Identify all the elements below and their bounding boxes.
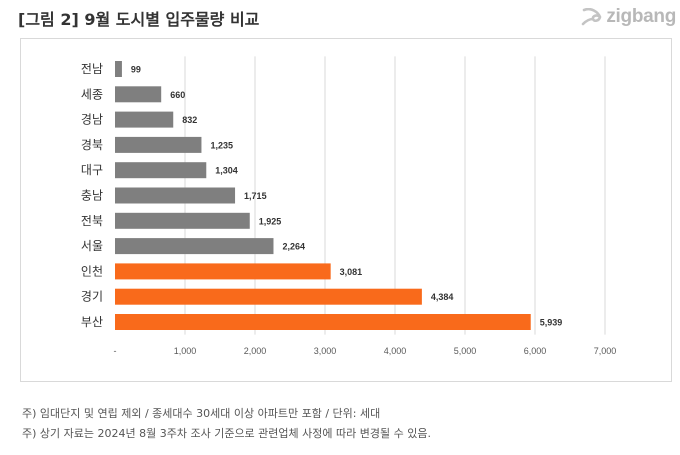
bar (115, 238, 274, 255)
bar-highlight (115, 263, 331, 280)
x-tick-label: 2,000 (244, 346, 267, 356)
x-tick-label: 7,000 (594, 346, 617, 356)
zigbang-logo: zigbang (581, 6, 676, 28)
category-label: 전북 (81, 214, 103, 228)
category-label: 부산 (81, 315, 103, 329)
category-label: 서울 (81, 239, 103, 253)
x-tick-label: 4,000 (384, 346, 407, 356)
bar (115, 212, 250, 229)
x-tick-label: 1,000 (174, 346, 197, 356)
header: [그림 2] 9월 도시별 입주물량 비교 zigbang (18, 6, 678, 32)
category-label: 전남 (81, 62, 103, 76)
x-tick-label: - (114, 346, 117, 356)
zigbang-logo-text: zigbang (606, 6, 676, 27)
bar (115, 61, 122, 77)
data-label: 1,235 (210, 140, 233, 150)
footnote-1: 주) 임대단지 및 연립 제외 / 종세대수 30세대 이상 아파트만 포함 /… (22, 407, 381, 420)
category-label: 경북 (81, 138, 103, 152)
bar-chart: 전남 99 세종 660 경남 832 경북 1,235 대구 1,304 충남 1,715 전북 1,9… (81, 56, 617, 356)
footnote-2: 주) 상기 자료는 2024년 8월 3주차 조사 기준으로 관련업체 사정에 … (22, 427, 431, 440)
bar (115, 111, 174, 128)
data-label: 4,384 (431, 292, 454, 302)
category-label: 경남 (81, 113, 103, 127)
category-label: 경기 (81, 290, 103, 304)
data-label: 1,304 (215, 166, 238, 176)
x-tick-label: 6,000 (524, 346, 547, 356)
data-label: 3,081 (340, 267, 363, 277)
data-label: 1,715 (244, 191, 267, 201)
bar (115, 136, 202, 153)
zigbang-logo-icon (582, 8, 602, 26)
data-label: 1,925 (259, 216, 282, 226)
figure-title: [그림 2] 9월 도시별 입주물량 비교 (18, 10, 260, 29)
bar (115, 162, 207, 179)
data-label: 99 (131, 65, 141, 75)
bar-highlight (115, 288, 422, 305)
data-label: 660 (170, 90, 185, 100)
data-label: 5,939 (540, 318, 563, 328)
data-label: 832 (182, 115, 197, 125)
x-tick-label: 5,000 (454, 346, 477, 356)
footnotes: 주) 임대단지 및 연립 제외 / 종세대수 30세대 이상 아파트만 포함 /… (22, 404, 431, 444)
category-label: 세종 (81, 87, 103, 101)
data-label: 2,264 (282, 242, 305, 252)
bar (115, 86, 162, 103)
category-label: 인천 (81, 263, 103, 278)
x-tick-label: 3,000 (314, 346, 337, 356)
category-label: 대구 (81, 163, 103, 177)
category-label: 충남 (81, 189, 103, 203)
bar (115, 187, 236, 204)
bar-highlight (115, 314, 531, 330)
chart-panel: 전남 99 세종 660 경남 832 경북 1,235 대구 1,304 충남 1,715 전북 1,9… (20, 38, 672, 382)
